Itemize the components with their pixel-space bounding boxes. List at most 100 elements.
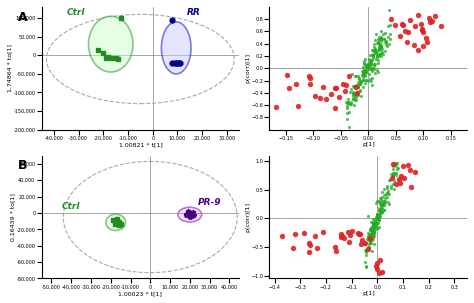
Point: [414, 12, 421, 17]
Point: [377, 38, 384, 43]
Point: [375, 48, 383, 52]
Point: [389, 175, 396, 180]
Point: [368, 249, 376, 254]
Point: [379, 202, 387, 207]
Point: [370, 64, 378, 69]
Point: [371, 50, 378, 55]
Point: [323, 96, 330, 101]
Point: [357, 94, 365, 99]
Point: [367, 220, 375, 225]
Y-axis label: 1.74864 * to[1]: 1.74864 * to[1]: [7, 44, 12, 92]
Point: [375, 213, 383, 218]
Point: [375, 206, 383, 211]
Point: [375, 54, 383, 58]
Point: [345, 96, 352, 101]
Ellipse shape: [178, 207, 201, 222]
Point: [356, 82, 363, 87]
Point: [350, 85, 358, 90]
Text: Ctrl: Ctrl: [61, 202, 80, 211]
Point: [377, 205, 385, 210]
Point: [362, 63, 370, 68]
Point: [365, 245, 373, 250]
Point: [374, 60, 382, 65]
Point: [362, 64, 370, 69]
Point: [428, 19, 436, 24]
Point: [380, 198, 387, 203]
Point: [376, 213, 384, 218]
Point: [397, 173, 405, 178]
Point: [364, 236, 372, 241]
Point: [386, 32, 393, 36]
Point: [419, 30, 427, 35]
Point: [346, 101, 354, 106]
Point: [352, 98, 360, 103]
Point: [362, 252, 370, 257]
Point: [382, 196, 389, 201]
Point: [367, 227, 375, 232]
Point: [374, 58, 382, 63]
Point: [390, 163, 397, 168]
Point: [375, 218, 383, 223]
Point: [360, 60, 368, 65]
Point: [349, 91, 357, 96]
Point: [359, 71, 366, 76]
Point: [369, 53, 377, 58]
Ellipse shape: [89, 16, 133, 72]
Point: [426, 19, 433, 24]
Point: [368, 76, 375, 81]
Point: [366, 77, 374, 82]
Point: [376, 258, 384, 263]
Point: [379, 198, 386, 203]
Point: [366, 66, 374, 71]
Point: [332, 86, 340, 91]
Point: [407, 168, 414, 173]
Point: [359, 78, 367, 83]
Point: [372, 221, 379, 226]
Point: [374, 215, 381, 220]
Point: [418, 26, 426, 31]
Point: [371, 220, 379, 225]
Point: [374, 226, 382, 231]
Point: [371, 219, 379, 224]
Point: [349, 94, 356, 98]
Point: [366, 59, 374, 64]
Point: [370, 48, 378, 53]
Point: [355, 231, 363, 236]
Point: [368, 231, 375, 235]
Point: [368, 227, 375, 231]
Point: [376, 45, 383, 50]
Point: [368, 65, 376, 70]
Point: [331, 86, 338, 91]
X-axis label: 1.00023 * t[1]: 1.00023 * t[1]: [118, 291, 162, 296]
Point: [377, 210, 384, 215]
Point: [367, 236, 375, 241]
Point: [363, 62, 371, 67]
Point: [370, 224, 377, 228]
Point: [344, 100, 351, 105]
Point: [358, 72, 366, 77]
Point: [380, 201, 387, 206]
Point: [365, 61, 373, 66]
Point: [350, 96, 357, 101]
Point: [360, 71, 368, 75]
Point: [390, 171, 397, 175]
Point: [374, 53, 381, 58]
Point: [369, 53, 376, 58]
Point: [377, 34, 385, 39]
Point: [350, 103, 358, 108]
Point: [362, 68, 369, 73]
Point: [358, 69, 366, 74]
Point: [371, 45, 378, 50]
Point: [359, 73, 367, 78]
Point: [346, 89, 354, 94]
Point: [379, 46, 386, 51]
Point: [362, 264, 370, 268]
Point: [385, 201, 393, 206]
Point: [377, 44, 384, 49]
Point: [380, 52, 387, 56]
Point: [391, 178, 398, 183]
Point: [361, 57, 368, 62]
Point: [411, 170, 419, 175]
Point: [368, 58, 376, 62]
Point: [378, 203, 385, 208]
